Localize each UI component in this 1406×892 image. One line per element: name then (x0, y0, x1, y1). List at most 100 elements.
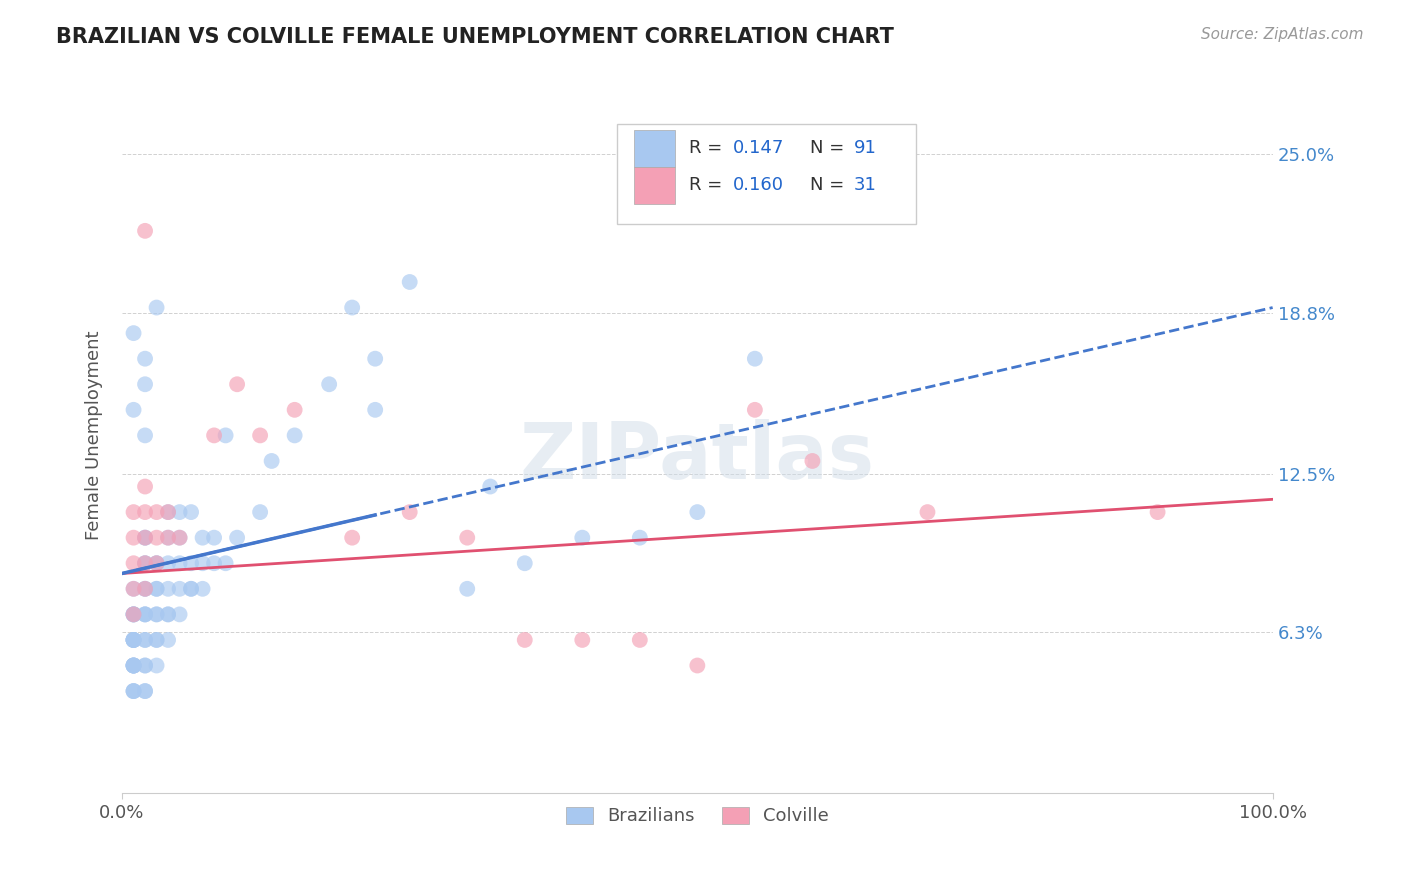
Point (249, 505, 271, 519)
Point (191, 582, 214, 596)
Point (122, 658, 145, 673)
Point (214, 556, 236, 570)
Point (318, 377, 340, 392)
Point (134, 377, 156, 392)
Point (122, 632, 145, 647)
Point (157, 556, 180, 570)
Point (145, 582, 167, 596)
Point (202, 556, 225, 570)
Point (134, 428, 156, 442)
Point (134, 556, 156, 570)
Point (122, 632, 145, 647)
Point (122, 658, 145, 673)
Point (145, 301, 167, 315)
Point (169, 531, 191, 545)
Text: Source: ZipAtlas.com: Source: ZipAtlas.com (1201, 27, 1364, 42)
Point (134, 632, 156, 647)
Point (157, 607, 180, 622)
Point (134, 582, 156, 596)
Point (169, 531, 191, 545)
Point (122, 607, 145, 622)
Point (134, 556, 156, 570)
Point (571, 531, 593, 545)
Text: 91: 91 (853, 138, 877, 157)
Point (180, 582, 202, 596)
Point (145, 607, 167, 622)
Text: R =: R = (689, 176, 728, 194)
Point (191, 556, 214, 570)
Point (122, 658, 145, 673)
Point (191, 531, 214, 545)
Point (202, 428, 225, 442)
Point (134, 531, 156, 545)
Text: 0.160: 0.160 (733, 176, 785, 194)
Point (340, 531, 363, 545)
FancyBboxPatch shape (617, 124, 915, 224)
Point (180, 505, 202, 519)
Point (122, 632, 145, 647)
Point (134, 479, 156, 493)
Point (145, 658, 167, 673)
Text: BRAZILIAN VS COLVILLE FEMALE UNEMPLOYMENT CORRELATION CHART: BRAZILIAN VS COLVILLE FEMALE UNEMPLOYMEN… (56, 27, 894, 46)
Point (134, 351, 156, 366)
Point (134, 684, 156, 698)
Point (801, 454, 824, 468)
Point (157, 632, 180, 647)
Text: N =: N = (810, 138, 851, 157)
Point (122, 658, 145, 673)
Text: 31: 31 (853, 176, 877, 194)
Point (122, 658, 145, 673)
Point (134, 224, 156, 238)
Point (134, 684, 156, 698)
Point (122, 658, 145, 673)
Point (145, 531, 167, 545)
Point (456, 531, 478, 545)
Point (917, 505, 939, 519)
Point (145, 556, 167, 570)
Point (260, 454, 283, 468)
Point (398, 275, 420, 289)
Point (122, 582, 145, 596)
Point (122, 684, 145, 698)
Point (134, 505, 156, 519)
Point (180, 582, 202, 596)
Point (169, 505, 191, 519)
Point (134, 607, 156, 622)
Point (571, 632, 593, 647)
Point (134, 658, 156, 673)
Point (134, 531, 156, 545)
Point (398, 505, 420, 519)
Point (744, 351, 766, 366)
Point (479, 479, 502, 493)
Point (122, 607, 145, 622)
Point (134, 582, 156, 596)
Point (122, 607, 145, 622)
Point (122, 632, 145, 647)
Text: N =: N = (810, 176, 851, 194)
Point (284, 428, 307, 442)
Point (628, 531, 651, 545)
Point (145, 632, 167, 647)
FancyBboxPatch shape (634, 129, 675, 167)
Point (157, 582, 180, 596)
Point (157, 505, 180, 519)
Point (134, 556, 156, 570)
Text: 0.147: 0.147 (733, 138, 785, 157)
Point (686, 658, 709, 673)
Point (145, 582, 167, 596)
Point (169, 556, 191, 570)
Point (134, 582, 156, 596)
Point (513, 556, 536, 570)
Point (284, 402, 307, 417)
Point (157, 505, 180, 519)
Point (122, 607, 145, 622)
Point (145, 556, 167, 570)
Point (513, 632, 536, 647)
Point (226, 377, 249, 392)
Point (122, 402, 145, 417)
Point (364, 402, 387, 417)
Point (180, 556, 202, 570)
Point (340, 301, 363, 315)
Legend: Brazilians, Colville: Brazilians, Colville (557, 797, 838, 834)
Point (122, 556, 145, 570)
